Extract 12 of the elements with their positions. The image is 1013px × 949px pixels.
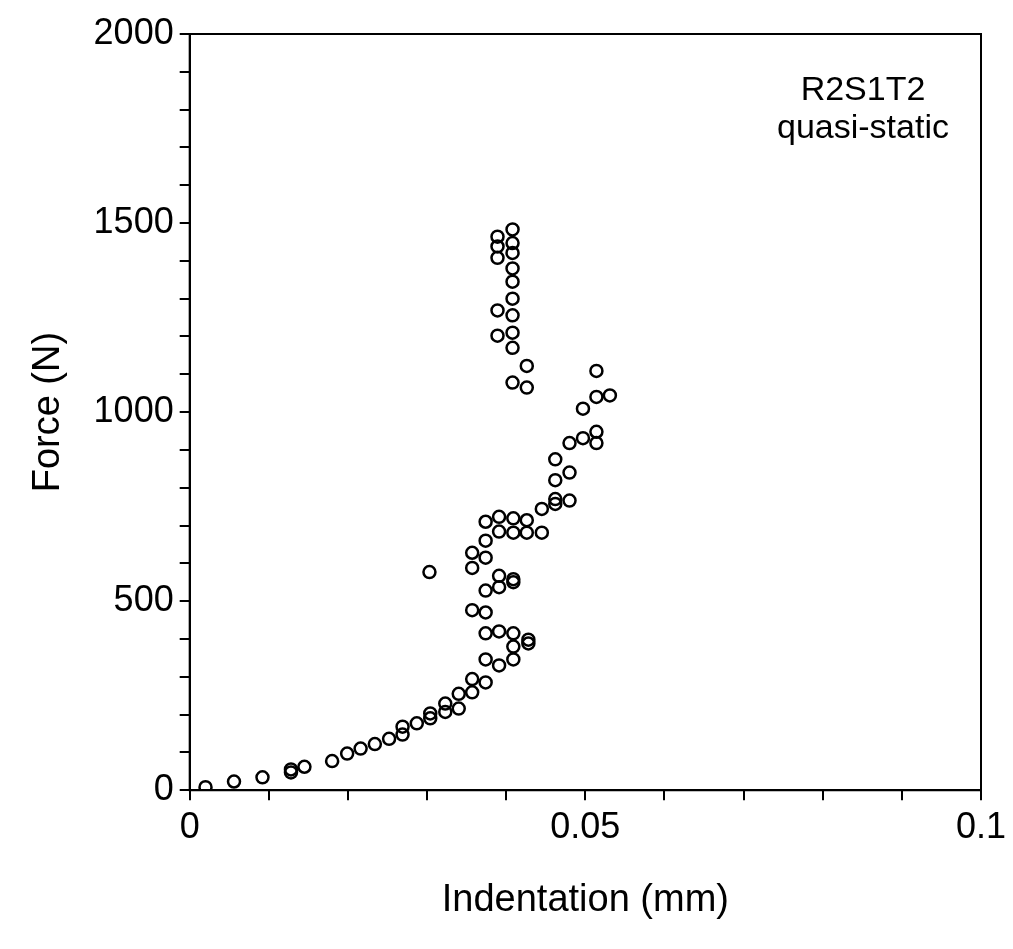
x-tick-label: 0.1	[955, 804, 1007, 846]
y-tick-label: 1500	[93, 199, 174, 241]
annotation: quasi-static	[777, 107, 949, 146]
x-tick-label: 0.05	[550, 804, 621, 846]
x-tick-label: 0	[179, 804, 200, 846]
y-tick-label: 0	[153, 767, 174, 809]
x-axis-title: Indentation (mm)	[441, 876, 729, 919]
annotation: R2S1T2	[800, 69, 926, 108]
y-tick-label: 500	[113, 578, 174, 620]
y-tick-label: 2000	[93, 10, 174, 52]
y-tick-label: 1000	[93, 389, 174, 431]
y-axis-title: Force (N)	[25, 331, 68, 493]
